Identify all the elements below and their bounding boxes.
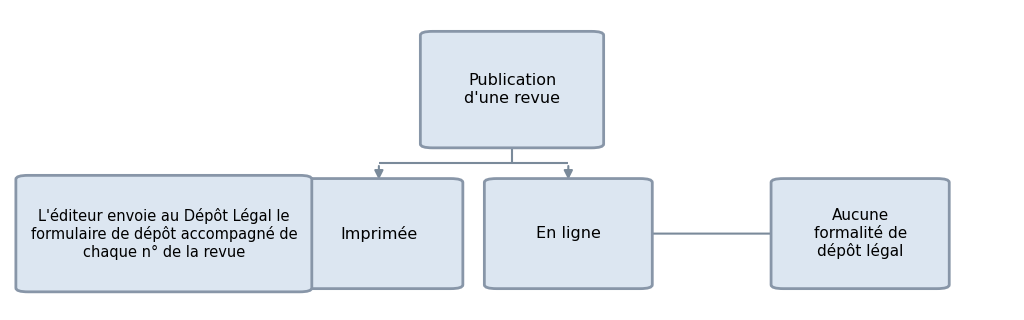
Text: Aucune
formalité de
dépôt légal: Aucune formalité de dépôt légal <box>813 208 907 259</box>
FancyBboxPatch shape <box>771 179 949 289</box>
FancyBboxPatch shape <box>295 179 463 289</box>
Text: Imprimée: Imprimée <box>340 226 418 242</box>
FancyBboxPatch shape <box>484 179 652 289</box>
FancyBboxPatch shape <box>420 31 603 148</box>
Text: Publication
d'une revue: Publication d'une revue <box>464 73 560 106</box>
Text: L'éditeur envoie au Dépôt Légal le
formulaire de dépôt accompagné de
chaque n° d: L'éditeur envoie au Dépôt Légal le formu… <box>31 208 297 260</box>
Text: En ligne: En ligne <box>536 226 601 241</box>
FancyBboxPatch shape <box>15 175 312 292</box>
